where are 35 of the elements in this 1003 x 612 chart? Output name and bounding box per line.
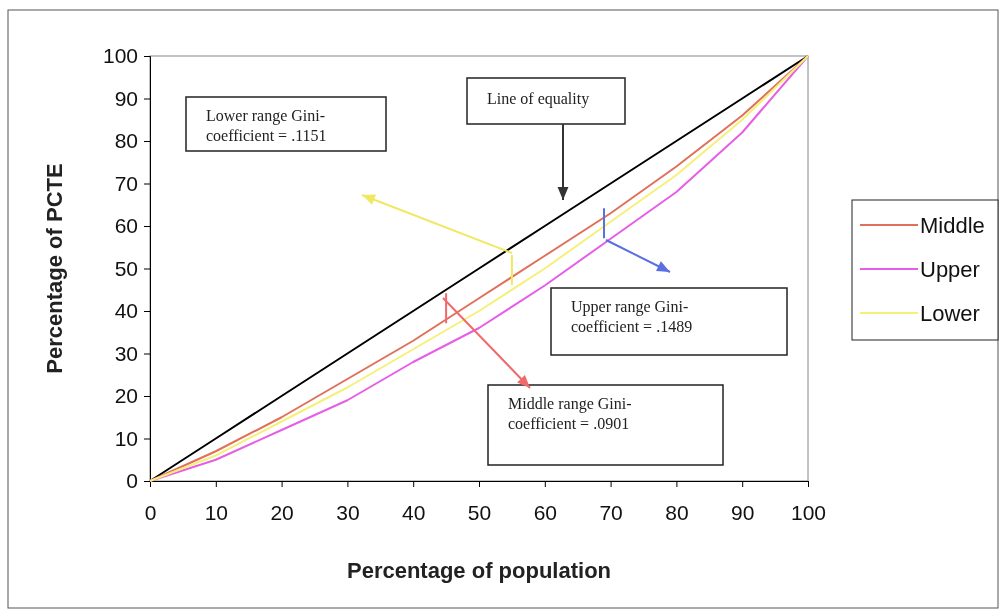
annotation: Middle range Gini-coefficient = .0901 (508, 395, 632, 432)
y-tick-label: 30 (114, 341, 138, 365)
y-axis-title: Percentage of PCTE (42, 163, 67, 374)
x-tick-label: 20 (270, 500, 294, 524)
y-tick-label: 40 (114, 299, 138, 323)
x-tick-label: 100 (790, 500, 827, 524)
y-tick-label: 90 (114, 86, 138, 110)
x-tick-label: 70 (599, 500, 623, 524)
y-tick-label: 70 (114, 171, 138, 195)
legend-label: Middle (920, 213, 985, 238)
callout-box: Lower range Gini-coefficient = .1151 (185, 96, 387, 152)
y-tick-label: 0 (126, 469, 138, 493)
x-tick-label: 60 (533, 500, 557, 524)
x-tick-label: 0 (144, 500, 157, 524)
callout-box: Line of equality (466, 77, 626, 125)
y-tick-label: 100 (102, 44, 138, 68)
y-tick-label: 10 (114, 426, 138, 450)
annotation: Line of equality (487, 90, 590, 108)
y-tick-label: 60 (114, 214, 138, 238)
y-tick-label: 80 (114, 129, 138, 153)
legend-label: Lower (920, 301, 980, 326)
x-tick-label: 90 (731, 500, 755, 524)
y-tick-label: 20 (114, 384, 138, 408)
x-tick-label: 80 (665, 500, 689, 524)
callout-box: Upper range Gini-coefficient = .1489 (550, 287, 788, 356)
legend-label: Upper (920, 257, 980, 282)
y-tick-label: 50 (114, 256, 138, 280)
x-tick-label: 30 (336, 500, 360, 524)
x-tick-label: 50 (467, 500, 492, 524)
annotation: Upper range Gini-coefficient = .1489 (571, 298, 693, 335)
x-tick-label: 40 (402, 500, 426, 524)
callout-box: Middle range Gini-coefficient = .0901 (487, 384, 724, 466)
x-tick-label: 10 (204, 500, 228, 524)
x-axis-title: Percentage of population (346, 558, 612, 583)
annotation: Lower range Gini-coefficient = .1151 (206, 107, 327, 144)
